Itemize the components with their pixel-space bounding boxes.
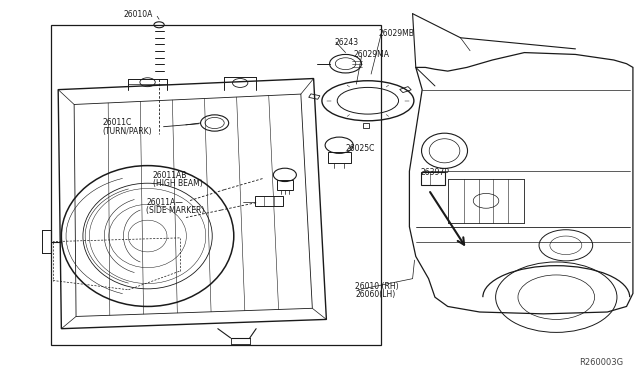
Text: 26025C: 26025C [346, 144, 375, 153]
Text: 26243: 26243 [334, 38, 358, 47]
Bar [328, 152, 351, 163]
Text: 26060(LH): 26060(LH) [355, 290, 396, 299]
Bar [421, 172, 445, 185]
Text: 26010 (RH): 26010 (RH) [355, 282, 399, 291]
Text: 26029MA: 26029MA [353, 50, 389, 59]
Text: 26010A: 26010A [124, 10, 153, 19]
Text: (SIDE MARKER): (SIDE MARKER) [147, 206, 205, 215]
Text: 26011A—: 26011A— [147, 198, 183, 207]
Bar [276, 180, 293, 190]
Bar [363, 123, 369, 128]
Text: 26397P: 26397P [421, 168, 450, 177]
Bar [308, 94, 320, 99]
Text: 26029MB: 26029MB [379, 29, 415, 38]
Text: 26011C: 26011C [103, 118, 132, 127]
Bar [255, 196, 283, 206]
Bar [51, 25, 381, 345]
Text: (TURN/PARK): (TURN/PARK) [103, 126, 152, 136]
Text: R260003G: R260003G [579, 357, 623, 366]
Text: 26011AB: 26011AB [153, 171, 187, 180]
Text: (HIGH BEAM): (HIGH BEAM) [153, 179, 202, 188]
Bar [400, 87, 412, 93]
